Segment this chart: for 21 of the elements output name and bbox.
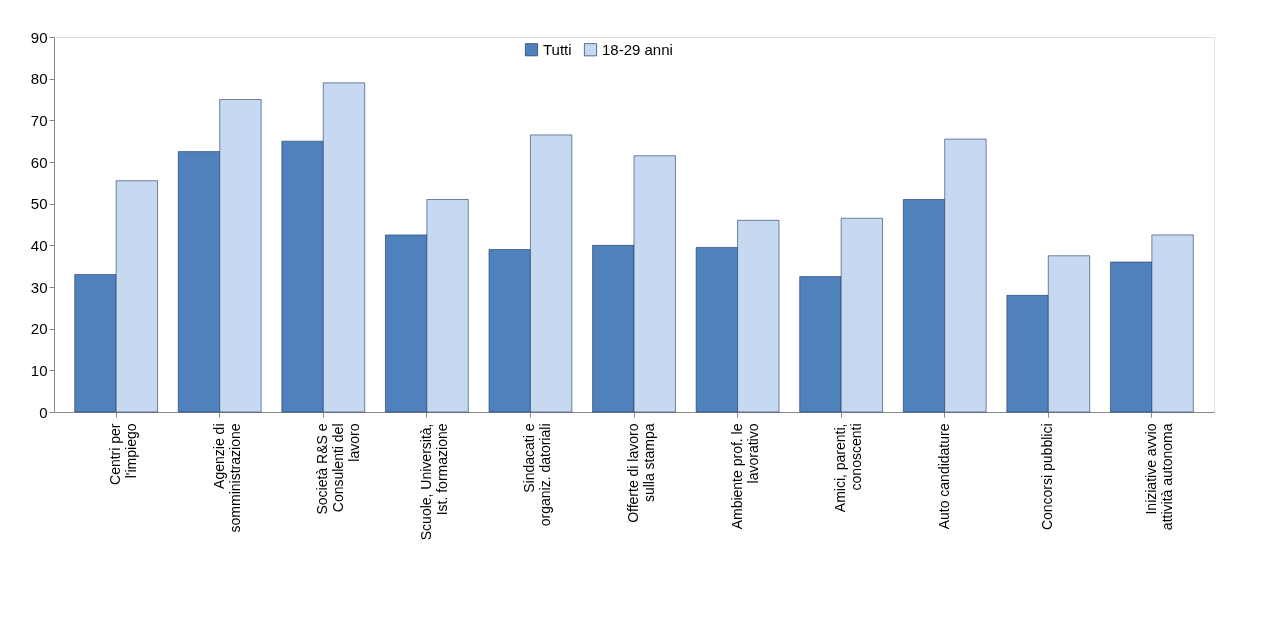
x-tick-label: Concorsi pubblici [1039,423,1056,531]
x-tick-label: Amici, parenti, conoscenti [832,423,865,513]
x-tick-label: Sindacati e organiz. datoriali [521,423,554,527]
y-tick-label: 50 [30,195,48,213]
y-tick-label: 0 [39,403,48,421]
y-tick-label: 60 [30,153,48,171]
x-tick-label: Iniziative avvio attività autonoma [1142,423,1175,531]
x-tick-label: Offerte di lavoro sulla stampa [625,423,657,523]
y-tick-label: 10 [30,361,48,379]
x-tick-label: Società R&S e Consulenti del lavoro [314,423,363,515]
legend-label: Tutti [543,40,572,58]
y-tick-label: 70 [30,111,48,129]
y-tick-label: 20 [30,320,48,338]
y-tick-label: 40 [30,236,48,254]
x-tick-label: Ambiente prof. le lavorativo [728,423,761,530]
legend-label: 18-29 anni [602,40,673,58]
y-tick-label: 80 [30,70,48,88]
y-tick-label: 30 [30,278,48,296]
y-tick-label: 90 [30,28,48,46]
x-tick-label: Centri per l'impiego [107,423,140,485]
x-tick-label: Auto candidature [935,423,952,530]
